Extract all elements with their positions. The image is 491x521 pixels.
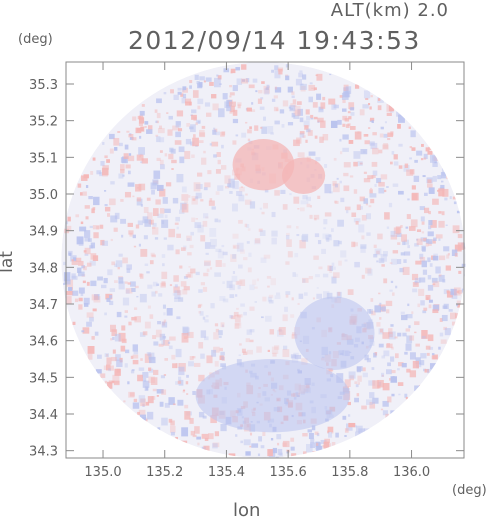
y-tick-label: 34.6 [29,335,58,350]
y-tick-label: 35.0 [29,188,58,203]
echo-region-negative-2 [294,296,375,371]
y-tick-label: 35.3 [29,78,58,93]
x-tick-label: 135.0 [84,465,121,480]
y-tick-label: 34.4 [29,408,58,423]
altitude-label: ALT(km) 2.0 [330,0,449,21]
y-tick-label: 34.5 [29,371,58,386]
y-axis-unit: (deg) [18,32,53,47]
x-tick-label: 135.2 [146,465,183,480]
timestamp-title: 2012/09/14 19:43:53 [128,26,421,55]
plot-frame [65,61,465,459]
x-tick-label: 135.4 [208,465,245,480]
x-tick-label: 136.0 [393,465,430,480]
radar-echo-field [61,62,466,458]
x-tick-label: 135.8 [331,465,368,480]
echo-region-positive-0 [232,139,295,191]
echo-region-negative-3 [195,359,350,433]
x-axis-label: lon [233,500,261,521]
x-axis-unit: (deg) [452,483,487,498]
y-tick-label: 34.3 [29,445,58,460]
y-tick-label: 34.9 [29,225,58,240]
y-tick-label: 35.1 [29,151,58,166]
y-tick-label: 34.7 [29,298,58,313]
axis-ticks: 135.0 135.2 135.4 135.6 135.8 136.0 34.3 34.4 34… [29,62,464,480]
x-tick-label: 135.6 [270,465,307,480]
y-tick-label: 35.2 [29,115,58,130]
echo-region-positive-1 [281,157,326,195]
y-tick-label: 34.8 [29,261,58,276]
y-axis-label: lat [0,251,17,273]
